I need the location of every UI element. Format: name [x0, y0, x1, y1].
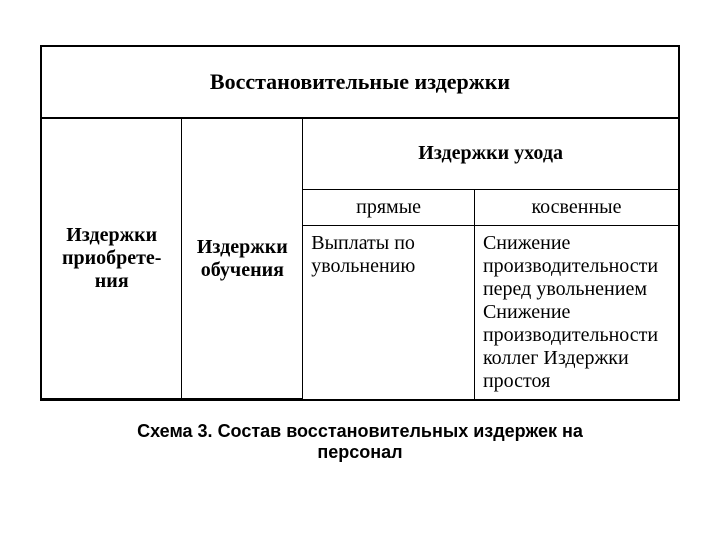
table-frame: Восстановительные издержки Издержки прио… [40, 45, 680, 401]
subheader-direct: прямые [303, 189, 475, 225]
costs-table: Издержки приобрете-ния Издержки обучения… [42, 119, 678, 399]
subheader-indirect: косвенные [474, 189, 678, 225]
header-acquisition-costs: Издержки приобрете-ния [42, 119, 182, 399]
table-title: Восстановительные издержки [42, 47, 678, 119]
header-training-costs: Издержки обучения [182, 119, 303, 399]
header-leaving-costs: Издержки ухода [303, 119, 678, 189]
figure-caption: Схема 3. Состав восстановительных издерж… [40, 421, 680, 463]
cell-indirect-body: Снижение производительности перед увольн… [474, 225, 678, 399]
cell-direct-body: Выплаты по увольнению [303, 225, 475, 399]
